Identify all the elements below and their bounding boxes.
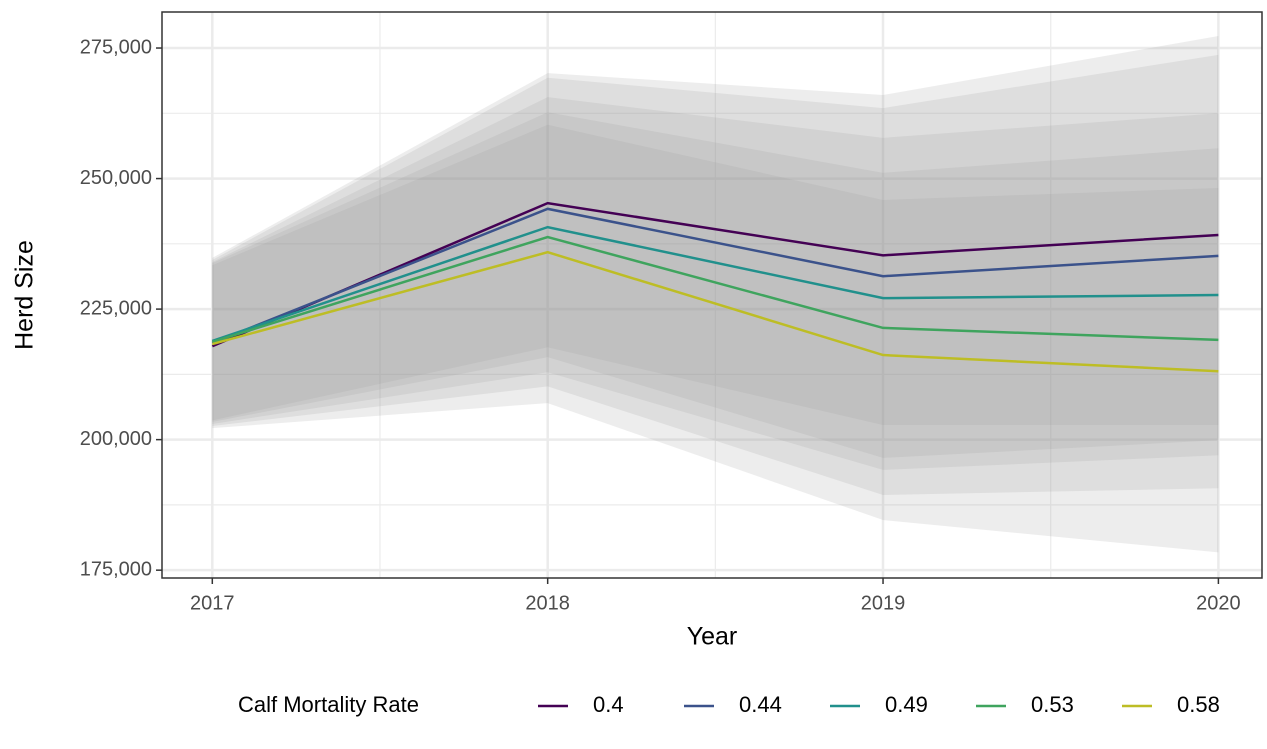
series-line xyxy=(211,225,1219,343)
x-tick-label: 2020 xyxy=(1196,592,1241,614)
x-tick-label: 2017 xyxy=(190,592,235,614)
x-axis-title: Year xyxy=(687,623,738,651)
legend-label: 0.53 xyxy=(1031,692,1074,717)
y-tick-label: 275,000 xyxy=(80,36,152,58)
legend-label: 0.4 xyxy=(593,692,624,717)
y-tick-label: 225,000 xyxy=(80,297,152,319)
ribbon xyxy=(212,54,1219,458)
legend: Calf Mortality Rate 0.4 0.44 0.49 0.53 0.58 xyxy=(238,692,1220,717)
x-tick-label: 2018 xyxy=(525,592,570,614)
legend-label: 0.49 xyxy=(885,692,928,717)
legend-title: Calf Mortality Rate xyxy=(238,692,419,717)
panel-border xyxy=(161,11,1263,579)
series-line xyxy=(211,235,1219,344)
y-tick-label: 175,000 xyxy=(80,558,152,580)
y-tick-label: 250,000 xyxy=(80,167,152,189)
y-tick-label: 200,000 xyxy=(80,428,152,450)
series-line xyxy=(211,207,1219,345)
y-axis-title: Herd Size xyxy=(11,240,39,350)
ribbon xyxy=(212,124,1219,553)
grid xyxy=(162,12,1262,578)
legend-label: 0.44 xyxy=(739,692,782,717)
ribbon xyxy=(212,36,1219,426)
lines xyxy=(211,201,1219,373)
x-tick-label: 2019 xyxy=(861,592,906,614)
legend-label: 0.58 xyxy=(1177,692,1220,717)
axes: 175,000 200,000 225,000 250,000 275,000 2017 2… xyxy=(80,11,1263,614)
series-line xyxy=(211,250,1219,373)
